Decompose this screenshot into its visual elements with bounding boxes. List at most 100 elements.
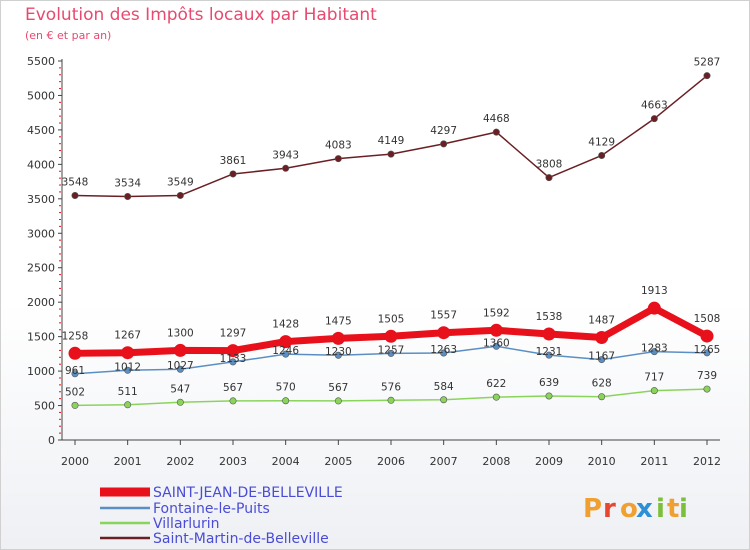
data-point (71, 192, 79, 200)
y-tick-label: 3000 (27, 227, 55, 240)
data-label: 3943 (272, 149, 299, 161)
data-label: 1167 (588, 351, 615, 363)
data-label: 1231 (536, 346, 563, 358)
data-point (440, 140, 448, 148)
data-point (387, 349, 395, 357)
data-point (440, 396, 448, 404)
y-tick-label: 5500 (27, 55, 55, 68)
data-point (226, 344, 240, 358)
legend-label: Saint-Martin-de-Belleville (153, 531, 329, 547)
data-point (229, 397, 237, 405)
x-tick-label: 2001 (114, 455, 142, 468)
data-point (334, 351, 342, 359)
data-point (542, 327, 556, 341)
data-label: 1230 (325, 346, 352, 358)
data-label: 1913 (641, 285, 668, 297)
data-point (595, 331, 609, 345)
data-point (279, 335, 293, 349)
data-point (229, 358, 237, 366)
data-point (124, 366, 132, 374)
data-label: 1300 (167, 327, 194, 339)
data-label: 511 (118, 386, 138, 398)
x-tick-label: 2010 (588, 455, 616, 468)
x-tick-label: 2000 (61, 455, 89, 468)
y-tick-label: 1000 (27, 365, 55, 378)
data-point (282, 350, 290, 358)
data-point (282, 164, 290, 172)
data-point (489, 323, 503, 337)
data-label: 639 (539, 377, 559, 389)
data-point (647, 301, 661, 315)
data-label: 1505 (378, 313, 405, 325)
data-point (545, 351, 553, 359)
y-tick-label: 4500 (27, 124, 55, 137)
logo-letter: x (636, 494, 653, 524)
data-point (176, 191, 184, 199)
data-label: 1133 (220, 353, 247, 365)
data-label: 3549 (167, 176, 194, 188)
data-label: 1557 (430, 310, 457, 322)
data-label: 570 (276, 382, 296, 394)
data-point (437, 326, 451, 340)
legend-label: Fontaine-le-Puits (153, 501, 270, 517)
chart-subtitle: (en € et par an) (25, 29, 112, 42)
data-point (703, 72, 711, 80)
data-point (334, 397, 342, 405)
data-point (545, 174, 553, 182)
data-label: 547 (170, 383, 190, 395)
logo-letter: o (620, 494, 638, 524)
legend-label: Villarlurin (153, 516, 220, 532)
data-point (176, 398, 184, 406)
data-point (176, 365, 184, 373)
y-tick-label: 0 (48, 434, 55, 447)
x-tick-label: 2002 (166, 455, 194, 468)
x-tick-label: 2009 (535, 455, 563, 468)
data-label: 567 (223, 382, 243, 394)
data-point (229, 170, 237, 178)
y-tick-label: 1500 (27, 331, 55, 344)
data-point (282, 397, 290, 405)
data-point (598, 151, 606, 159)
data-label: 4297 (430, 125, 457, 137)
x-tick-label: 2012 (693, 455, 721, 468)
data-label: 1360 (483, 337, 510, 349)
data-label: 1258 (62, 330, 89, 342)
x-tick-label: 2011 (640, 455, 668, 468)
data-point (387, 150, 395, 158)
data-label: 567 (328, 382, 348, 394)
data-label: 3548 (62, 177, 89, 189)
data-label: 576 (381, 381, 401, 393)
data-point (173, 343, 187, 357)
logo-letter: P (583, 494, 602, 524)
data-point (124, 192, 132, 200)
data-point (650, 115, 658, 123)
data-label: 622 (486, 378, 506, 390)
data-label: 1428 (272, 319, 299, 331)
data-label: 3808 (536, 159, 563, 171)
data-point (124, 401, 132, 409)
x-tick-label: 2003 (219, 455, 247, 468)
data-point (492, 393, 500, 401)
data-point (650, 387, 658, 395)
data-label: 1283 (641, 343, 668, 355)
data-label: 4149 (378, 135, 405, 147)
data-point (545, 392, 553, 400)
data-label: 1487 (588, 315, 615, 327)
data-point (121, 346, 135, 360)
data-point (440, 349, 448, 357)
logo-letter: r (603, 494, 616, 524)
data-label: 1027 (167, 360, 194, 372)
data-point (387, 396, 395, 404)
data-label: 1592 (483, 307, 510, 319)
data-point (71, 370, 79, 378)
logo-letter: t (667, 494, 679, 524)
data-label: 4083 (325, 140, 352, 152)
data-label: 4663 (641, 100, 668, 112)
data-point (492, 128, 500, 136)
data-label: 1012 (114, 361, 141, 373)
data-point (650, 348, 658, 356)
data-label: 4468 (483, 113, 510, 125)
data-label: 1246 (272, 345, 299, 357)
data-label: 4129 (588, 136, 615, 148)
